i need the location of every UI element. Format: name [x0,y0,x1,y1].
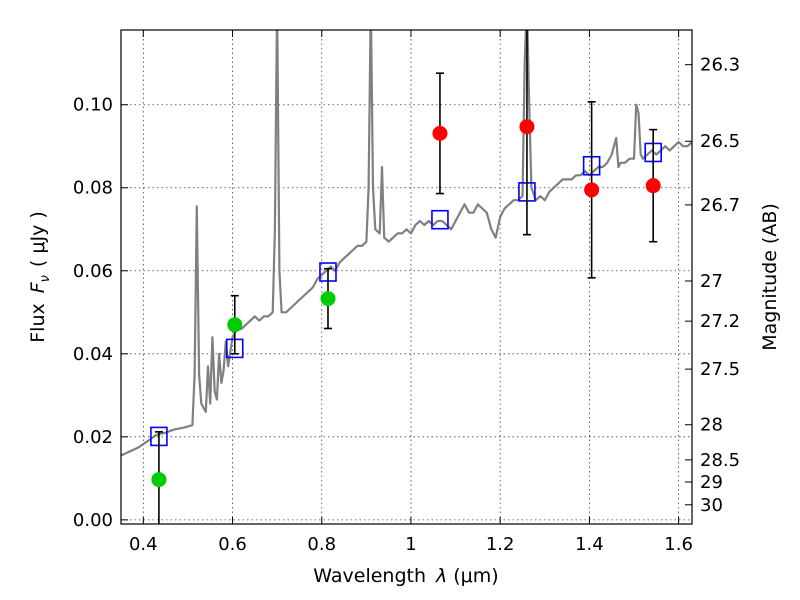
photometry-point [151,472,167,488]
model-square-marker [431,209,449,230]
x-tick-label: 0.4 [129,534,158,555]
photometry-point [645,178,661,194]
x-tick-label: 1.6 [664,534,693,555]
secondary-y-axis-title: Magnitude (AB) [759,203,781,351]
y-tick-label: 0.08 [73,178,113,199]
x-tick-label: 1.4 [575,534,604,555]
x-tick-label: 0.6 [218,534,247,555]
y-axis-title-prefix: Flux [27,303,49,343]
y-tick-label: 0.04 [73,344,113,365]
y-tick-label: 0.06 [73,261,113,282]
y-tick-label: 0.02 [73,427,113,448]
y2-tick-label: 27.5 [700,359,740,380]
x-axis-title: Wavelength λ (μm) [313,565,498,587]
x-axis-title-unit: (μm) [453,565,498,587]
y2-tick-label: 26.5 [700,131,740,152]
y2-tick-label: 28.5 [700,450,740,471]
photometry-point [320,291,336,307]
y-axis-title-unit: ( μJy ) [27,211,49,267]
x-tick-label: 1 [405,534,416,555]
axis-ticks: 0.4 0.6 0.8 1 1.2 1.4 1.6 0.00 0.02 0.04 0.06 0.08 0… [73,30,740,555]
y2-tick-label: 27.2 [700,311,740,332]
photometry-point [584,182,600,198]
grid [121,30,692,524]
photometry-point [227,317,243,333]
y-axis-title: Flux Fν ( μJy ) [27,211,53,343]
plot-area [121,30,692,524]
y2-tick-label: 27 [700,271,723,292]
y-axis-title-symbol: F [27,281,49,293]
x-tick-label: 0.8 [307,534,336,555]
y-tick-label: 0.00 [73,510,113,531]
y2-tick-label: 26.3 [700,55,740,76]
y-axis-title-subscript: ν [38,275,53,282]
x-axis-title-symbol: λ [435,565,447,587]
photometry-point [432,125,448,141]
y2-tick-label: 30 [700,495,723,516]
y2-tick-label: 26.7 [700,195,740,216]
plot-background [121,30,692,524]
y-tick-label: 0.10 [73,95,113,116]
plot-frame [120,29,693,525]
photometry-point [519,119,535,135]
y2-tick-label: 28 [700,415,723,436]
x-tick-label: 1.2 [486,534,515,555]
x-axis-title-prefix: Wavelength [313,565,426,587]
y2-tick-label: 29 [700,472,723,493]
